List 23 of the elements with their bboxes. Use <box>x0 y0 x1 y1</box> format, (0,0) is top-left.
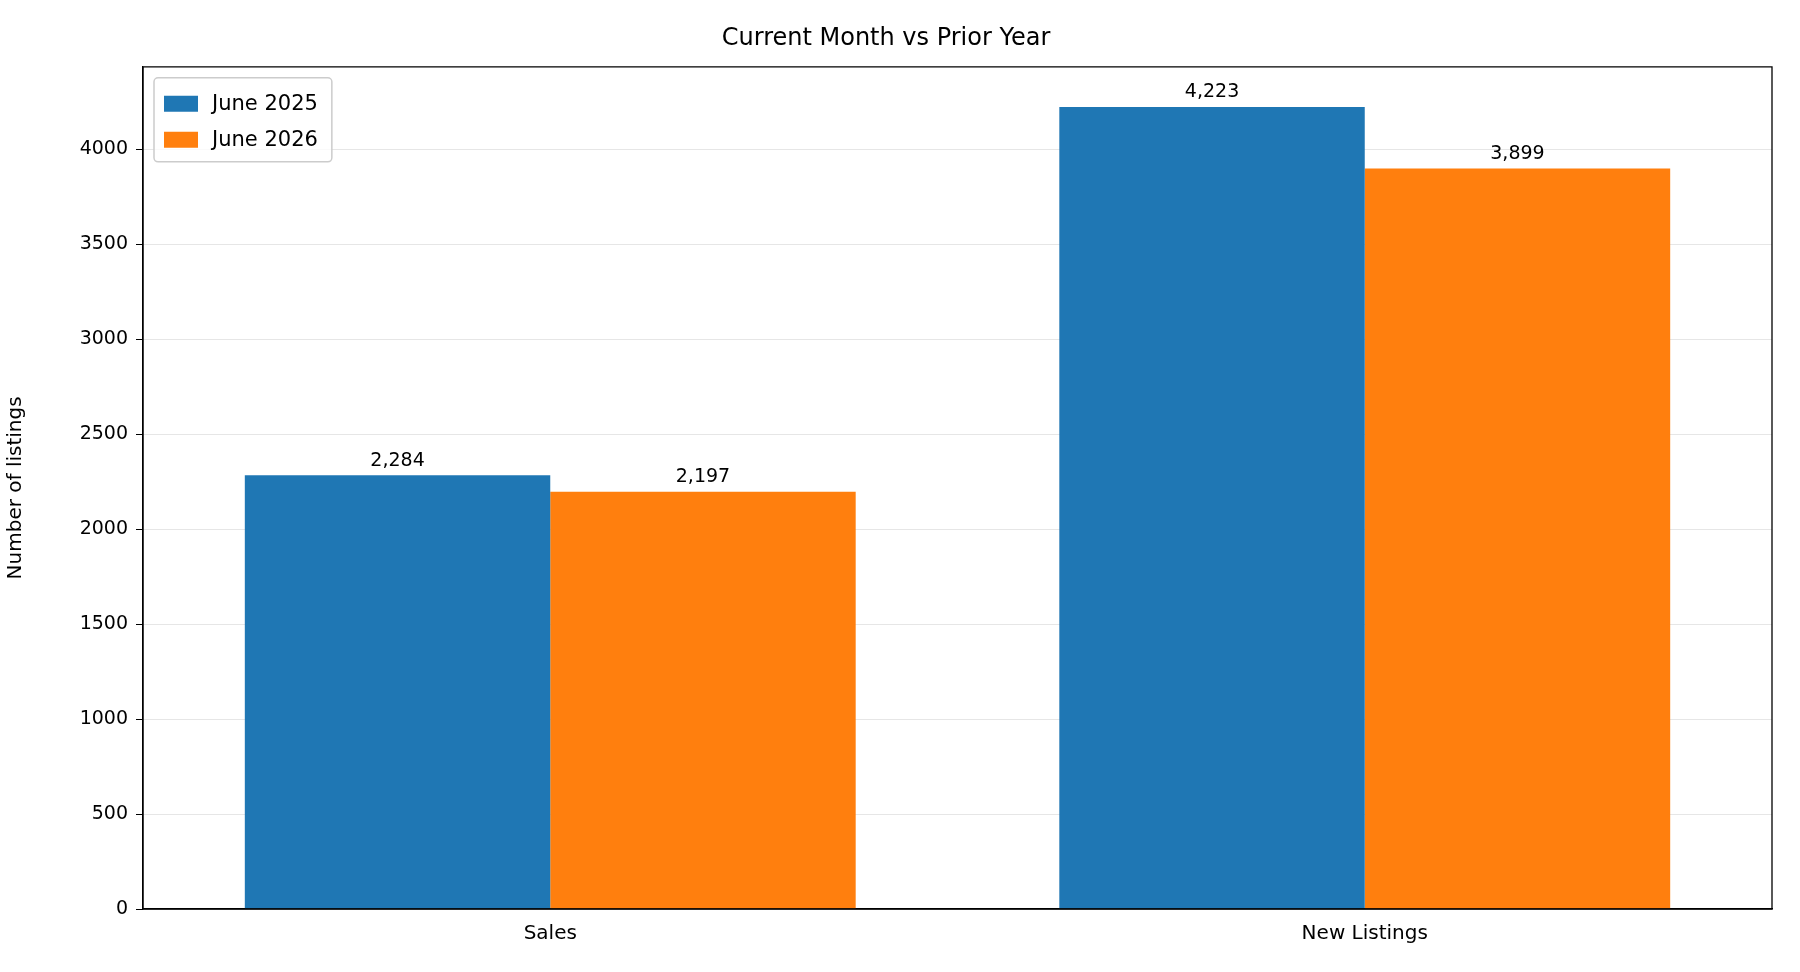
y-tick-label: 500 <box>91 800 128 823</box>
x-tick-label: New Listings <box>1301 920 1428 945</box>
y-tick-label: 0 <box>115 895 128 918</box>
chart-title: Current Month vs Prior Year <box>721 22 1051 51</box>
y-tick-label: 2000 <box>79 516 128 539</box>
y-tick-label: 1500 <box>79 611 128 634</box>
y-tick-label: 2500 <box>79 421 128 444</box>
legend-label: June 2026 <box>210 127 318 152</box>
data-label: 3,899 <box>1490 140 1545 163</box>
legend-label: June 2025 <box>210 91 318 116</box>
y-axis-title: Number of listings <box>2 396 27 580</box>
y-tick-label: 3000 <box>79 326 128 349</box>
data-label: 2,197 <box>675 464 731 487</box>
y-tick-label: 1000 <box>79 706 128 728</box>
x-tick-label: Sales <box>523 920 577 945</box>
bar <box>1059 106 1365 909</box>
bar <box>244 475 551 909</box>
data-label: 4,223 <box>1184 79 1240 102</box>
y-tick-label: 4000 <box>79 136 128 159</box>
bar <box>1364 168 1671 909</box>
bar <box>550 491 856 909</box>
y-tick-label: 3500 <box>79 231 128 254</box>
data-label: 2,284 <box>370 447 425 470</box>
